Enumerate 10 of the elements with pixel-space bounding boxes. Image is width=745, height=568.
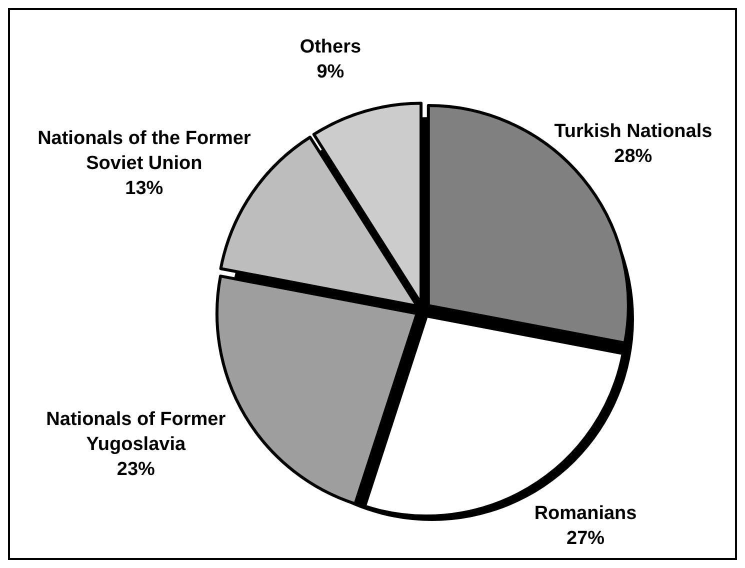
- slice-label: Turkish Nationals: [554, 120, 712, 142]
- slice-label: Nationals of Former Yugoslavia: [46, 408, 226, 455]
- data-label: 27%: [566, 528, 605, 549]
- data-label: 9%: [316, 61, 344, 82]
- data-label: 23%: [116, 458, 156, 480]
- data-label: 28%: [614, 146, 652, 167]
- slice-label: Others: [300, 36, 362, 58]
- data-label: 13%: [125, 178, 164, 200]
- slice-label: Romanians: [534, 503, 637, 524]
- slice-label: Nationals of the Former Soviet Union: [38, 128, 252, 174]
